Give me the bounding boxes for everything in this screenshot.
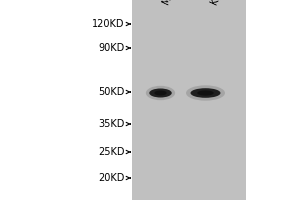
Ellipse shape bbox=[154, 91, 167, 95]
Text: MCF-7: MCF-7 bbox=[160, 0, 182, 6]
Ellipse shape bbox=[197, 90, 214, 96]
Text: 20KD: 20KD bbox=[98, 173, 124, 183]
Ellipse shape bbox=[190, 88, 220, 98]
Bar bbox=[132, 0, 246, 200]
Ellipse shape bbox=[186, 85, 225, 101]
Text: 25KD: 25KD bbox=[98, 147, 124, 157]
Text: Kidney: Kidney bbox=[208, 0, 232, 6]
Ellipse shape bbox=[146, 86, 175, 100]
Text: 35KD: 35KD bbox=[98, 119, 124, 129]
Text: 90KD: 90KD bbox=[98, 43, 124, 53]
Text: 120KD: 120KD bbox=[92, 19, 124, 29]
Ellipse shape bbox=[149, 88, 172, 98]
Text: 50KD: 50KD bbox=[98, 87, 124, 97]
